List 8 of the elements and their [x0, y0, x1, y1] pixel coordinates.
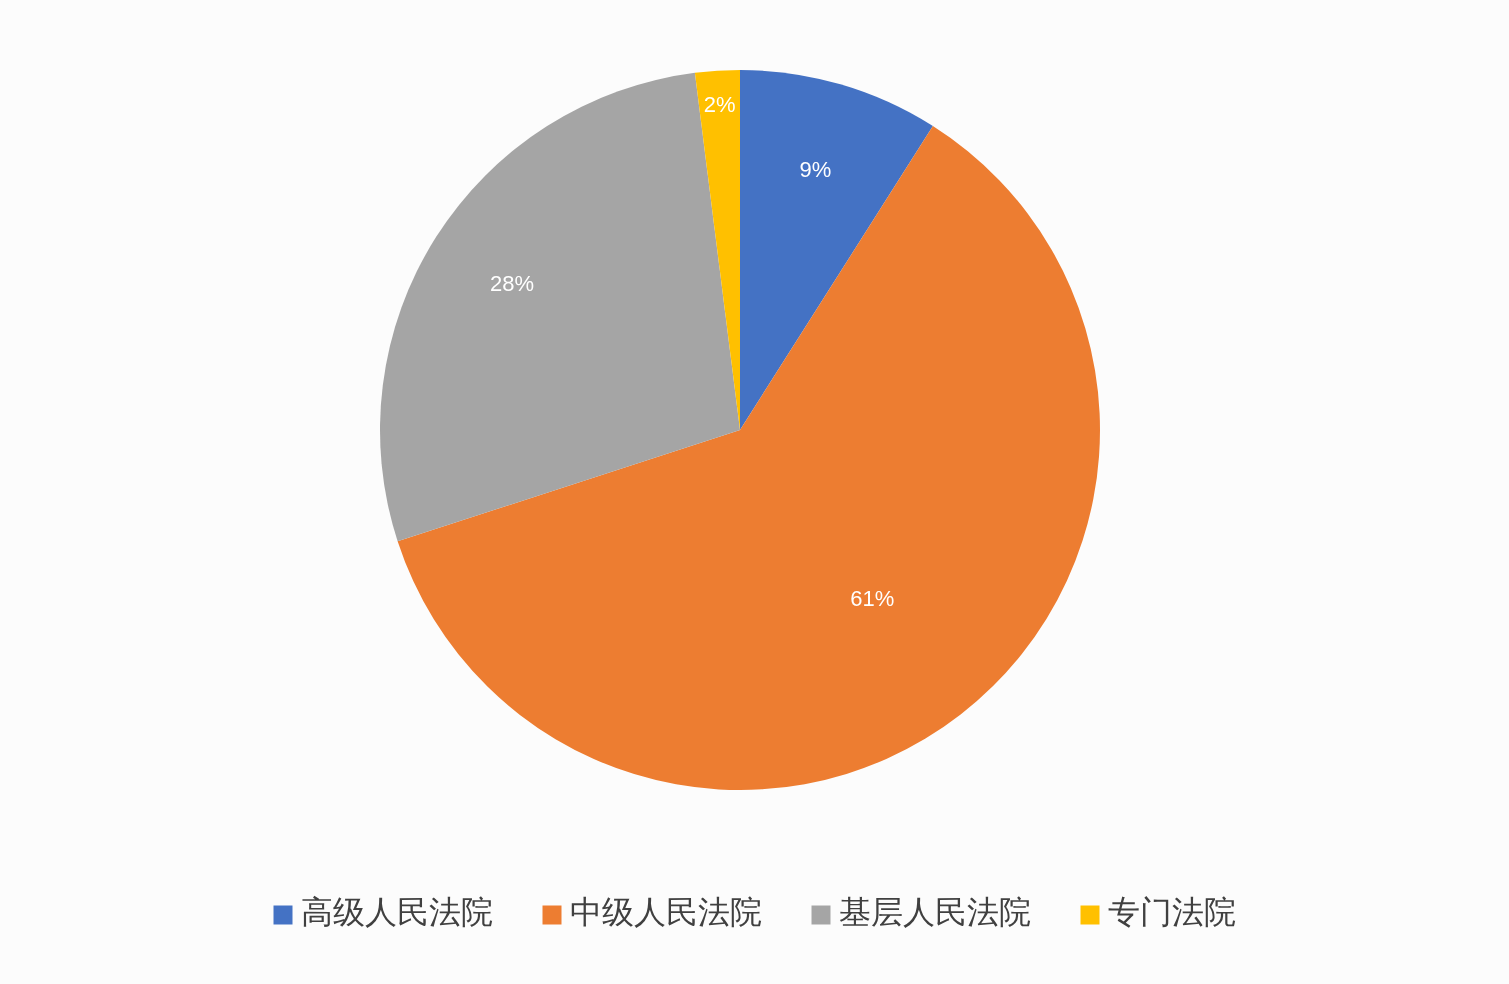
legend-label: 高级人民法院 — [300, 894, 493, 931]
data-label: 28% — [490, 271, 535, 297]
legend-label: 专门法院 — [1107, 894, 1236, 931]
legend-label: 基层人民法院 — [838, 894, 1031, 931]
legend-label: 中级人民法院 — [569, 894, 762, 931]
data-label: 61% — [850, 586, 895, 612]
data-label: 9% — [799, 156, 832, 182]
data-label: 2% — [703, 92, 736, 118]
